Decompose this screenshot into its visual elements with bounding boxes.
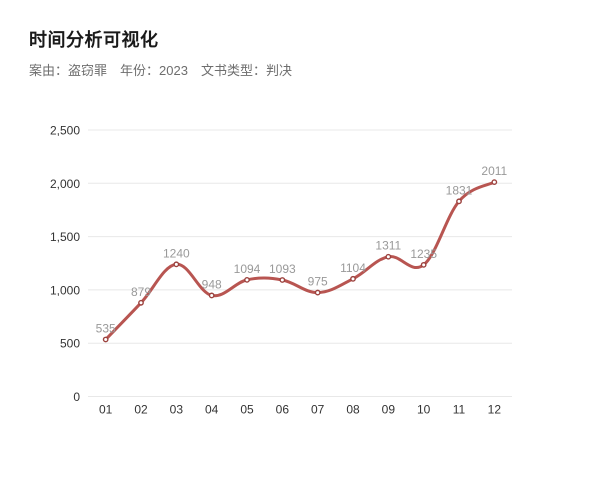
data-point-label: 1093 bbox=[269, 262, 296, 276]
y-axis-tick-label: 2,000 bbox=[50, 177, 80, 191]
y-axis-tick-label: 2,500 bbox=[50, 124, 80, 138]
x-axis-tick-label: 10 bbox=[417, 403, 431, 417]
data-point-label: 1104 bbox=[340, 261, 366, 275]
filter-doc-type: 文书类型：判决 bbox=[200, 63, 292, 78]
page-title: 时间分析可视化 bbox=[29, 30, 159, 50]
x-axis-tick-label: 02 bbox=[134, 403, 148, 417]
data-point-label: 1311 bbox=[375, 239, 401, 253]
data-point-label: 2011 bbox=[481, 164, 507, 178]
data-point-label: 1831 bbox=[446, 183, 473, 197]
x-axis-tick-label: 03 bbox=[170, 403, 184, 417]
data-point-label: 879 bbox=[131, 285, 151, 299]
data-point-marker[interactable] bbox=[173, 261, 180, 268]
data-point-marker[interactable] bbox=[456, 198, 462, 205]
filter-summary: 案由：盗窃罪 年份：2023 文书类型：判决 bbox=[29, 60, 305, 79]
data-point-marker[interactable] bbox=[350, 275, 356, 282]
x-axis-tick-label: 12 bbox=[488, 403, 502, 417]
x-axis-tick-label: 05 bbox=[240, 403, 254, 417]
data-point-marker[interactable] bbox=[102, 336, 109, 343]
x-axis-tick-label: 09 bbox=[382, 403, 396, 417]
x-axis-tick-label: 11 bbox=[453, 403, 466, 417]
y-axis-tick-label: 0 bbox=[73, 390, 80, 404]
data-point-label: 1094 bbox=[234, 262, 261, 276]
data-point-marker[interactable] bbox=[208, 292, 215, 299]
y-axis-tick-label: 500 bbox=[60, 337, 80, 351]
data-point-label: 535 bbox=[96, 321, 116, 335]
y-axis-tick-label: 1,500 bbox=[50, 230, 80, 244]
x-axis-tick-label: 04 bbox=[205, 403, 219, 417]
x-axis-tick-label: 06 bbox=[276, 403, 290, 417]
data-point-label: 975 bbox=[308, 275, 328, 289]
x-axis-tick-label: 01 bbox=[99, 403, 113, 417]
data-point-marker[interactable] bbox=[385, 253, 392, 260]
y-axis-tick-label: 1,000 bbox=[50, 283, 80, 297]
data-point-marker[interactable] bbox=[491, 179, 498, 186]
x-axis-tick-label: 08 bbox=[346, 403, 360, 417]
data-point-marker[interactable] bbox=[314, 289, 321, 296]
data-point-marker[interactable] bbox=[138, 299, 144, 306]
data-point-marker[interactable] bbox=[279, 277, 286, 283]
data-point-label: 1240 bbox=[163, 246, 190, 260]
data-point-marker[interactable] bbox=[244, 276, 250, 283]
data-point-label: 948 bbox=[202, 277, 222, 291]
x-axis-tick-label: 07 bbox=[311, 403, 325, 417]
data-point-label: 1235 bbox=[410, 247, 437, 261]
filter-year: 年份：2023 bbox=[120, 63, 188, 78]
filter-case-cause: 案由：盗窃罪 bbox=[29, 63, 108, 78]
data-point-marker[interactable] bbox=[420, 261, 427, 268]
